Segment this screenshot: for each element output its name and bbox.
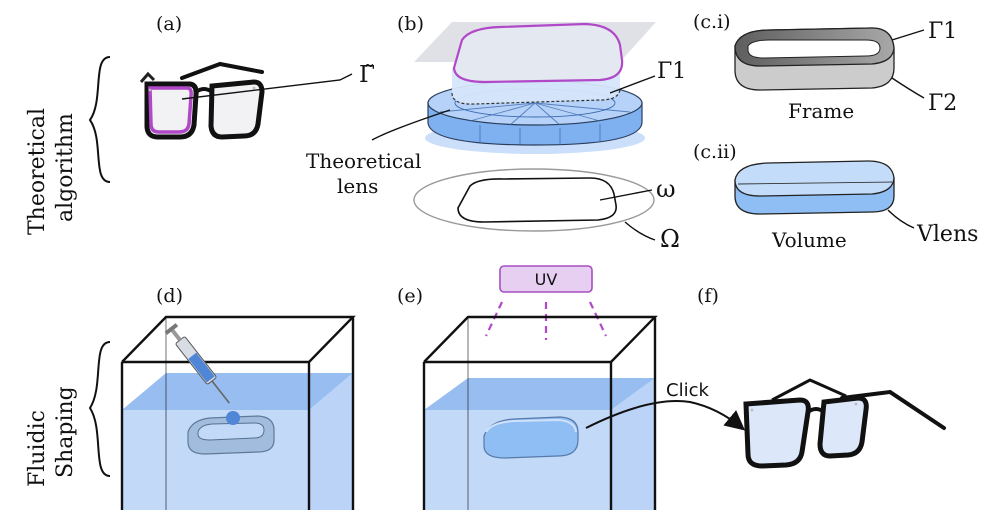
label-omega-big: Ω [660, 225, 680, 253]
brace-bottom [88, 341, 111, 477]
leader-line-omega-big [624, 221, 656, 241]
brace-top [88, 56, 111, 183]
row-label-bottom-line1: Fluidic [25, 410, 50, 487]
label-frame: Frame [788, 99, 854, 123]
label-gamma1-c: Γ1 [928, 19, 957, 44]
label-uv: UV [535, 270, 558, 289]
label-volume: Volume [771, 228, 847, 252]
leader-line-gamma2-c [891, 77, 925, 99]
panel-label-ci: (c.i) [693, 11, 731, 33]
leader-line-theoretical-lens [371, 109, 451, 141]
uv-lamp: UV [485, 265, 607, 340]
glasses-a-illustration [139, 61, 265, 140]
label-click: Click [666, 380, 709, 401]
label-theoretical-lens-line2: lens [337, 174, 378, 198]
row-label-bottom: Fluidic Shaping [25, 386, 78, 487]
label-gamma1-b-text: Γ1 [657, 59, 686, 84]
domain-omega-illustration [413, 168, 655, 232]
label-omega-small: ω [656, 175, 676, 203]
lens-stack-illustration [414, 22, 656, 154]
leader-line-a [181, 73, 353, 100]
click-arrow [585, 400, 746, 431]
leader-line-omega-small [599, 189, 653, 201]
label-gamma-tilde: Γ̃ [359, 62, 375, 88]
panel-label-f: (f) [697, 285, 719, 307]
row-label-top-line2: algorithm [53, 113, 78, 222]
leader-line-gamma1-b [609, 75, 656, 94]
label-gamma1-b: Γ1 [657, 59, 686, 84]
label-v-lens: Vlens [916, 222, 978, 247]
glasses-f-illustration [743, 378, 946, 469]
panel-label-a: (a) [156, 13, 182, 35]
frame-illustration [734, 27, 895, 91]
label-gamma2-c: Γ2 [928, 91, 957, 116]
leader-line-v-lens [887, 209, 915, 229]
label-theoretical-lens-line1: Theoretical [306, 149, 421, 173]
panel-label-b: (b) [397, 13, 424, 35]
volume-illustration [734, 160, 895, 215]
leader-line-gamma1-c [891, 29, 925, 41]
row-label-top-line1: Theoretical [25, 108, 50, 235]
panel-label-e: (e) [397, 285, 423, 307]
panel-label-d: (d) [156, 285, 183, 307]
tank-d-illustration [120, 315, 356, 510]
tank-e-illustration [422, 315, 658, 510]
row-label-bottom-line2: Shaping [53, 386, 78, 478]
panel-label-cii: (c.ii) [693, 141, 737, 163]
row-label-top: Theoretical algorithm [25, 108, 78, 235]
